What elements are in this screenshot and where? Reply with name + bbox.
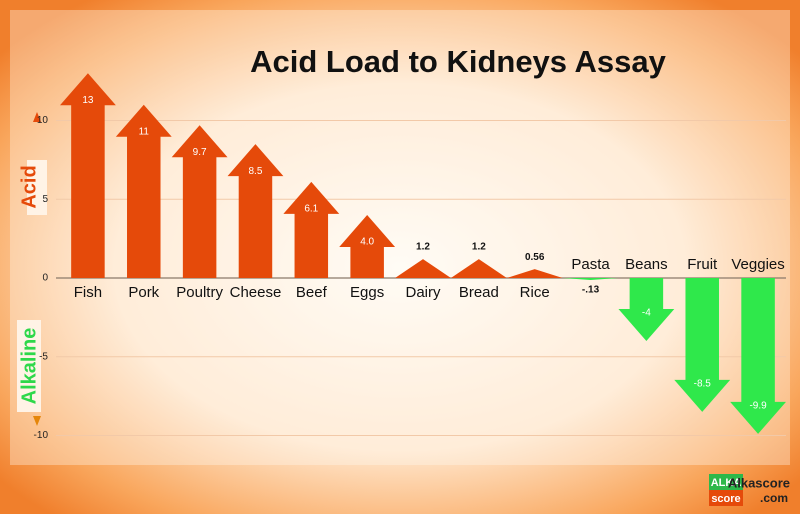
value-label: 8.5 [249,166,263,177]
chart-title: Acid Load to Kidneys Assay [250,44,666,79]
arrow-bar [395,259,451,278]
y-tick-label: -10 [34,430,49,441]
arrow-bar [674,278,731,412]
x-tick-label: Poultry [176,284,223,301]
x-tick-label: Fruit [687,256,718,273]
alkaline-label-bg [17,320,41,412]
arrow-bar [171,125,228,278]
arrow-bar [730,278,786,434]
x-tick-label: Beans [625,256,668,273]
value-label: 4.0 [360,237,374,248]
value-label: 1.2 [472,242,486,253]
axis-arrow-head-down [33,416,41,426]
arrow-bar [60,73,116,278]
x-tick-label: Bread [459,284,499,301]
arrow-bar [283,181,340,278]
x-tick-label: Eggs [350,284,384,301]
alkaline-label: Alkaline [18,328,40,405]
site-domain: .com [760,491,788,505]
acid-label: Acid [18,165,40,208]
value-label: -9.9 [749,401,767,412]
arrow-bar [339,215,396,278]
value-label: 11 [139,126,150,137]
x-tick-label: Veggies [731,256,784,273]
y-tick-label: -5 [39,351,48,362]
value-label: 1.2 [416,242,430,253]
arrow-bar [506,269,563,278]
site-name: Alkascore [728,475,790,490]
value-label: -8.5 [694,379,712,390]
logo-bottom: score [711,493,740,505]
x-tick-label: Fish [74,284,102,301]
logo-top: ALKA [711,477,742,489]
arrow-bar [227,144,284,278]
value-label: 13 [82,95,94,106]
y-tick-label: 0 [42,273,48,284]
x-tick-label: Pasta [571,256,610,273]
arrow-bar [450,259,507,278]
value-label: -4 [642,308,651,319]
value-label: 9.7 [193,147,207,158]
logo-badge-bottom [709,490,743,506]
y-tick-label: 10 [37,115,49,126]
y-tick-label: 5 [42,194,48,205]
x-tick-label: Beef [296,284,328,301]
x-tick-label: Rice [520,284,550,301]
x-tick-label: Dairy [405,284,441,301]
x-tick-label: Cheese [230,284,282,301]
acid-label-bg [27,160,47,215]
arrow-bar [618,278,675,341]
axis-arrow-head-up [33,112,41,122]
value-label: -.13 [582,285,600,296]
value-label: 0.56 [525,252,545,263]
x-tick-label: Pork [128,284,159,301]
arrow-bar [562,278,619,281]
value-label: 6.1 [304,204,318,215]
arrow-bar [115,104,172,278]
